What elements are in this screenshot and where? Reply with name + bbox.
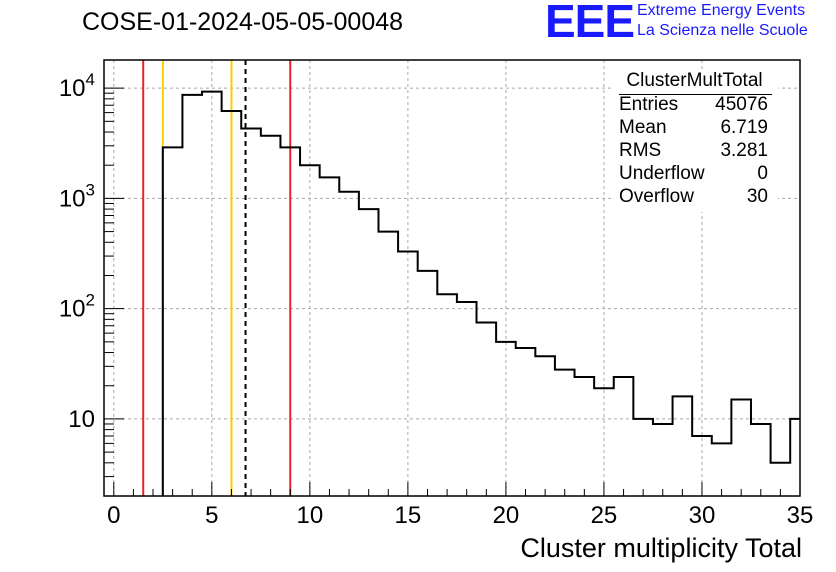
y-tick-exponent: 2 (86, 291, 95, 310)
stat-value: 6.719 (720, 117, 768, 138)
histogram-bin (575, 377, 595, 496)
x-tick-label: 5 (205, 502, 218, 529)
histogram-bin (673, 396, 693, 496)
x-tick-label: 30 (689, 502, 716, 529)
stat-value: 45076 (715, 94, 768, 115)
histogram-bin (535, 356, 555, 496)
histogram-bin (751, 424, 771, 496)
logo-line-1: Extreme Energy Events (637, 2, 806, 19)
stat-value: 30 (746, 186, 768, 207)
histogram-bin (222, 111, 242, 496)
histogram-bin (457, 302, 477, 496)
y-tick-exponent: 4 (86, 70, 95, 89)
stat-value: 0 (757, 163, 768, 184)
stat-row-overflow: Overflow 30 (619, 186, 768, 209)
stat-label: RMS (619, 140, 662, 161)
x-tick-label: 20 (493, 502, 520, 529)
stats-divider (619, 94, 772, 95)
histogram-bin (496, 342, 516, 496)
histogram-bin (653, 424, 673, 496)
histogram-bin (516, 348, 536, 496)
stat-label: Entries (619, 94, 679, 115)
histogram-bin (614, 377, 634, 496)
stat-row-underflow: Underflow 0 (619, 163, 768, 186)
histogram-bin (790, 419, 800, 496)
stat-row-rms: RMS 3.281 (619, 140, 768, 163)
y-tick-label: 10 (68, 406, 95, 433)
stat-row-entries: Entries 45076 (619, 94, 768, 117)
y-tick-base: 10 (59, 75, 86, 102)
logo-letters: EEE (545, 0, 635, 47)
y-tick-label: 104 (59, 70, 95, 102)
plot-frame (103, 59, 801, 497)
stats-title: ClusterMultTotal (626, 70, 763, 91)
histogram-bin (398, 251, 418, 496)
y-tick-label: 103 (59, 180, 95, 212)
logo-line-2: La Scienza nelle Scuole (637, 22, 808, 39)
histogram-bin (731, 400, 751, 496)
histogram-bin (555, 370, 575, 496)
histogram-bin (261, 136, 281, 496)
stat-value: 3.281 (720, 140, 768, 161)
y-tick-exponent: 3 (86, 180, 95, 199)
y-tick-base: 10 (59, 296, 86, 323)
stat-label: Mean (619, 117, 667, 138)
x-tick-label: 0 (107, 502, 120, 529)
histogram-outline (161, 90, 800, 496)
histogram-bin (477, 322, 497, 496)
x-axis-label: Cluster multiplicity Total (520, 533, 802, 563)
x-tick-label: 10 (297, 502, 324, 529)
y-tick-base: 10 (68, 406, 95, 433)
histogram-bin (163, 147, 183, 496)
histogram-bin (418, 271, 438, 496)
histogram-bin (320, 177, 340, 496)
x-tick-label: 35 (787, 502, 814, 529)
histogram-bin (280, 147, 300, 496)
stat-label: Underflow (619, 163, 705, 184)
histogram-bin (437, 294, 457, 496)
histogram-bin (300, 165, 320, 496)
stats-box: ClusterMultTotal Entries 45076 Mean 6.71… (611, 70, 778, 212)
y-tick-label: 102 (59, 291, 95, 323)
histogram-bin (594, 388, 614, 496)
histogram-bin (241, 129, 261, 496)
stat-label: Overflow (619, 186, 694, 207)
page-title: COSE-01-2024-05-05-00048 (82, 8, 404, 36)
x-tick-label: 25 (591, 502, 618, 529)
stat-row-mean: Mean 6.719 (619, 117, 768, 140)
histogram-bin (633, 419, 653, 496)
histogram-bin (182, 95, 202, 496)
x-tick-label: 15 (395, 502, 422, 529)
y-tick-base: 10 (59, 185, 86, 212)
histogram-bin (378, 232, 398, 496)
histogram-bins (161, 90, 800, 496)
histogram-bin (202, 92, 222, 496)
axis-ticks (104, 87, 801, 497)
histogram-bin (339, 192, 359, 496)
histogram-bin (359, 209, 379, 496)
histogram-bin (712, 443, 732, 496)
